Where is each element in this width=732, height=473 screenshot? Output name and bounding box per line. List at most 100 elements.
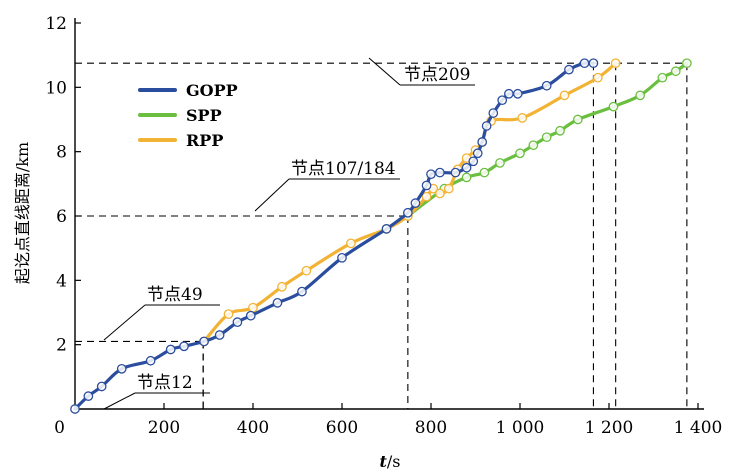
data-point-gopp: [477, 137, 488, 147]
data-point-gopp: [337, 252, 347, 263]
x-ticks: 0 200 400 600 800 1 000 1 200 1 400: [54, 403, 722, 438]
data-point-spp: [572, 114, 583, 125]
x-tick-label: 0: [54, 418, 65, 438]
data-point-spp: [461, 172, 472, 183]
x-tick-label: 600: [326, 418, 358, 438]
series-line-rpp: [202, 61, 618, 343]
x-axis-title-unit: /s: [387, 452, 401, 471]
data-point-gopp: [381, 224, 392, 234]
annotation: 节点12: [103, 373, 210, 410]
data-point-spp: [608, 101, 619, 112]
data-point-gopp: [83, 391, 94, 401]
data-point-gopp: [232, 317, 243, 327]
data-point-gopp: [116, 363, 127, 374]
data-point-rpp: [559, 90, 570, 101]
x-axis-title: t/s: [380, 452, 401, 471]
data-point-gopp: [461, 162, 472, 173]
annotation-leader-line: [368, 57, 401, 86]
legend-entry-spp: SPP: [138, 106, 222, 125]
data-point-rpp: [301, 265, 312, 276]
data-point-spp: [495, 158, 505, 168]
data-point-gopp: [564, 64, 574, 75]
legend-entry-gopp: GOPP: [138, 81, 238, 100]
x-tick-label: 400: [237, 418, 269, 438]
y-tick-label: 8: [56, 143, 67, 163]
data-point-gopp: [435, 167, 445, 178]
y-ticks: 2 4 6 8 10 12: [45, 14, 81, 356]
data-point-rpp: [435, 188, 445, 199]
data-point-rpp: [443, 183, 454, 194]
data-point-gopp: [199, 336, 209, 347]
y-tick-label: 2: [56, 336, 67, 356]
data-point-gopp: [214, 330, 225, 340]
x-tick-label: 1 400: [674, 418, 723, 438]
legend-entry-rpp: RPP: [138, 131, 223, 150]
data-point-gopp: [497, 95, 508, 106]
data-point-gopp: [579, 58, 590, 69]
y-tick-label: 10: [45, 78, 67, 98]
annotation: 节点209: [368, 57, 475, 86]
x-tick-label: 200: [148, 418, 180, 438]
data-point-gopp: [165, 344, 176, 355]
data-point-spp: [657, 72, 668, 83]
data-point-spp: [682, 58, 692, 69]
annotation: 节点107/184: [254, 159, 400, 212]
annotation: 节点49: [103, 285, 220, 341]
data-point-spp: [528, 140, 539, 151]
data-point-rpp: [346, 238, 356, 249]
data-point-gopp: [421, 180, 432, 191]
legend: GOPP SPP RPP: [138, 81, 238, 150]
x-tick-label: 1 000: [496, 418, 545, 438]
x-tick-label: 800: [415, 418, 447, 438]
series: [70, 58, 692, 414]
x-tick-label: 1 200: [585, 418, 634, 438]
data-point-rpp: [421, 191, 432, 202]
data-point-gopp: [70, 404, 80, 414]
data-point-spp: [515, 148, 525, 159]
data-point-gopp: [450, 167, 461, 178]
data-point-spp: [479, 167, 490, 178]
data-point-gopp: [512, 88, 523, 99]
data-point-gopp: [488, 108, 499, 118]
annotation-label: 节点12: [137, 373, 193, 393]
annotations: 节点12 节点49 节点107/184 节点209: [103, 57, 475, 410]
legend-label: GOPP: [186, 81, 238, 100]
annotation-leader-line: [103, 392, 136, 410]
data-point-gopp: [272, 297, 283, 308]
legend-label: RPP: [186, 131, 223, 150]
data-point-rpp: [593, 72, 603, 83]
x-axis-title-var: t: [380, 452, 388, 471]
annotation-label: 节点209: [404, 65, 470, 85]
data-point-gopp: [541, 80, 552, 91]
annotation-label: 节点49: [147, 285, 203, 305]
y-tick-label: 12: [45, 14, 67, 34]
data-point-gopp: [145, 355, 156, 366]
data-point-rpp: [277, 281, 287, 292]
axes: [74, 18, 704, 410]
data-point-rpp: [610, 58, 621, 69]
data-point-gopp: [410, 198, 421, 208]
data-point-rpp: [248, 302, 258, 313]
data-point-gopp: [179, 341, 189, 352]
data-point-spp: [635, 90, 646, 101]
data-point-spp: [541, 132, 552, 143]
data-point-gopp: [472, 148, 483, 159]
data-point-spp: [670, 66, 681, 77]
data-point-spp: [555, 125, 565, 136]
annotation-label: 节点107/184: [291, 159, 396, 179]
y-axis-title: 起讫点直线距离/km: [13, 142, 32, 284]
data-point-gopp: [297, 286, 307, 297]
data-point-gopp: [426, 169, 436, 180]
data-point-gopp: [468, 156, 479, 167]
y-tick-label: 6: [56, 207, 67, 227]
legend-label: SPP: [186, 106, 222, 125]
y-tick-label: 4: [56, 271, 67, 291]
data-point-rpp: [223, 309, 234, 319]
annotation-leader-line: [103, 304, 146, 341]
data-point-gopp: [403, 207, 413, 218]
data-point-gopp: [245, 310, 256, 321]
series-rpp: [199, 58, 621, 347]
annotation-leader-line: [254, 178, 290, 212]
data-point-gopp: [481, 121, 492, 131]
